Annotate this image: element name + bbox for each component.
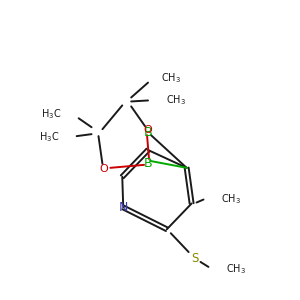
Text: CH$_3$: CH$_3$ xyxy=(226,262,246,276)
Text: H$_3$C: H$_3$C xyxy=(41,107,62,121)
Text: N: N xyxy=(118,201,128,214)
Text: H$_3$C: H$_3$C xyxy=(38,130,59,144)
Text: O: O xyxy=(144,125,152,135)
Text: B: B xyxy=(144,158,152,170)
Text: O: O xyxy=(99,164,108,174)
Text: CH$_3$: CH$_3$ xyxy=(221,193,241,206)
Text: S: S xyxy=(191,253,198,266)
Text: B: B xyxy=(144,126,152,139)
Text: CH$_3$: CH$_3$ xyxy=(161,71,181,85)
Text: CH$_3$: CH$_3$ xyxy=(166,94,186,107)
